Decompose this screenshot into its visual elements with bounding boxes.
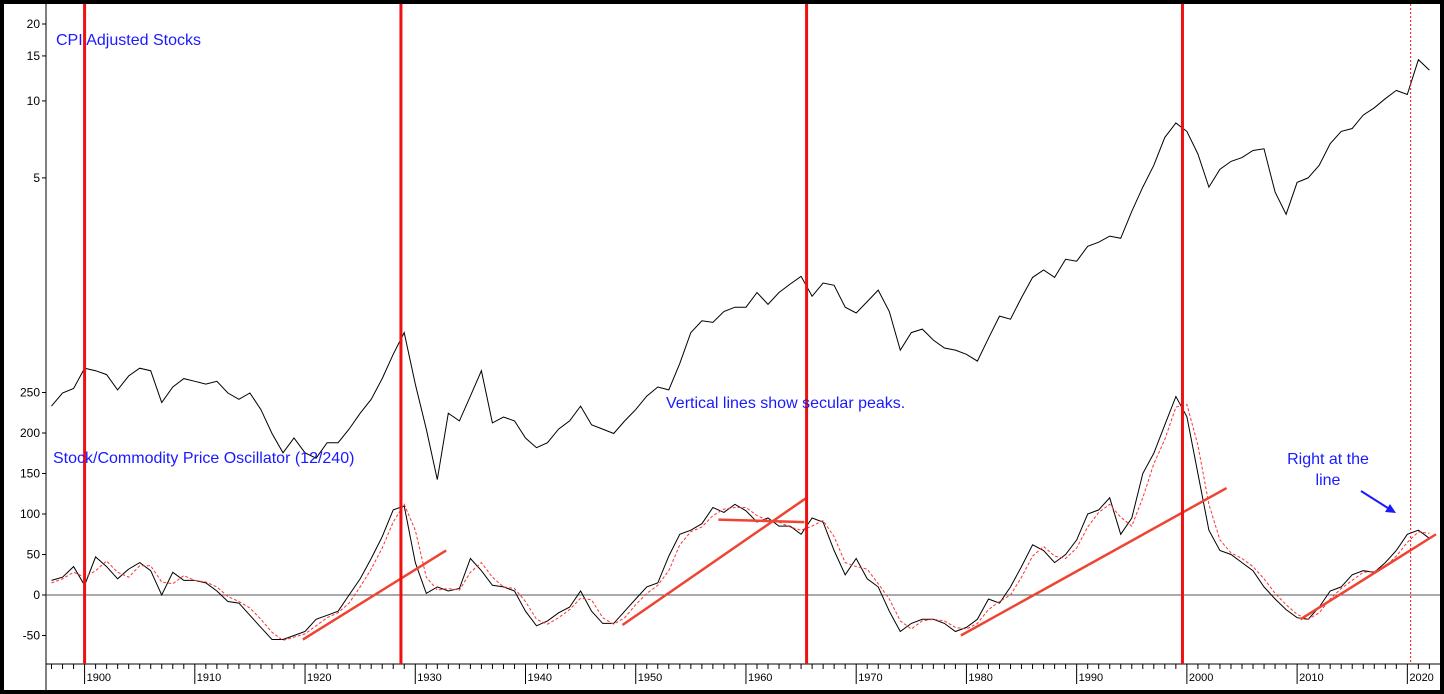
bottom-y-tick-label: 150 <box>20 467 40 481</box>
top-y-tick-label: 5 <box>33 171 40 185</box>
x-tick-label: 1990 <box>1079 672 1103 684</box>
x-tick-label: 1920 <box>307 672 331 684</box>
right-at-line-note-1: Right at the <box>1287 451 1369 468</box>
top-panel <box>51 58 1430 480</box>
x-tick-label: 2000 <box>1189 672 1213 684</box>
trendline <box>718 518 805 524</box>
x-tick-label: 1970 <box>858 672 882 684</box>
secular-peaks-note: Vertical lines show secular peaks. <box>666 395 905 412</box>
x-tick-label: 1900 <box>87 672 111 684</box>
arrow-icon <box>1360 490 1392 511</box>
x-tick-label: 2020 <box>1409 672 1433 684</box>
x-tick-label: 1960 <box>748 672 772 684</box>
overlay-layer <box>83 4 1437 664</box>
bottom-y-tick-label: 200 <box>20 426 40 440</box>
oscillator-line <box>51 395 1430 640</box>
x-tick-label: 1910 <box>197 672 221 684</box>
top-y-tick-label: 15 <box>27 49 41 63</box>
arrow-head-icon <box>1385 504 1396 513</box>
bottom-panel <box>51 395 1430 641</box>
oscillator-signal-line <box>51 404 1430 641</box>
x-tick-label: 1930 <box>417 672 441 684</box>
bottom-y-tick-label: 0 <box>33 588 40 602</box>
cpi-stocks-line <box>51 58 1430 480</box>
top-panel-title: CPI Adjusted Stocks <box>56 32 201 49</box>
bottom-y-tick-label: 250 <box>20 386 40 400</box>
right-at-line-note-2: line <box>1316 472 1341 489</box>
trendline <box>621 496 808 626</box>
bottom-panel-title: Stock/Commodity Price Oscillator (12/240… <box>53 450 354 467</box>
trendline <box>1299 533 1437 621</box>
x-tick-label: 1950 <box>638 672 662 684</box>
top-y-tick-label: 20 <box>27 17 41 31</box>
x-tick-label: 1940 <box>528 672 552 684</box>
text-layer: CPI Adjusted Stocks Stock/Commodity Pric… <box>53 32 1369 489</box>
trendline <box>302 549 447 641</box>
top-y-tick-label: 10 <box>27 94 41 108</box>
chart-svg: 5 10 15 20 -50 0 50 100 150 200 250 1900 1910 1920 193… <box>20 4 1440 690</box>
bottom-y-tick-label: -50 <box>23 629 41 643</box>
trendline <box>960 486 1228 637</box>
axis-layer: 5 10 15 20 -50 0 50 100 150 200 250 1900 1910 1920 193… <box>20 4 1440 690</box>
x-tick-label: 1980 <box>968 672 992 684</box>
x-tick-label: 2010 <box>1299 672 1323 684</box>
bottom-y-tick-label: 100 <box>20 507 40 521</box>
chart-frame: 5 10 15 20 -50 0 50 100 150 200 250 1900 1910 1920 193… <box>4 4 1440 690</box>
bottom-y-tick-label: 50 <box>27 548 41 562</box>
